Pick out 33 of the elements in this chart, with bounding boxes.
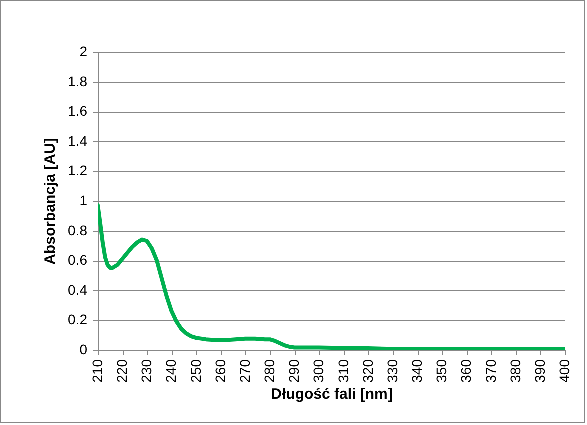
x-tick-label: 210 bbox=[90, 359, 106, 383]
y-tick-label: 0.4 bbox=[68, 282, 88, 298]
x-tick-label: 260 bbox=[212, 359, 228, 383]
x-tick-label: 350 bbox=[434, 359, 450, 383]
x-tick-label: 300 bbox=[310, 359, 327, 383]
y-tick-label: 2 bbox=[80, 44, 88, 60]
x-tick-label: 400 bbox=[556, 359, 572, 383]
y-tick-label: 1.4 bbox=[68, 132, 88, 149]
x-tick-label: 320 bbox=[360, 359, 376, 383]
y-tick-label: 0.6 bbox=[68, 252, 88, 268]
y-tick-label: 1 bbox=[80, 192, 88, 208]
x-tick-label: 360 bbox=[458, 359, 474, 383]
x-tick-label: 280 bbox=[262, 359, 278, 383]
y-axis-title: Absorbancja [AU] bbox=[42, 138, 60, 265]
y-tick-label: 1.2 bbox=[68, 162, 88, 179]
x-tick-label: 380 bbox=[507, 359, 524, 383]
x-tick-label: 220 bbox=[114, 359, 130, 383]
x-tick-label: 330 bbox=[384, 359, 400, 383]
y-tick-label: 1.8 bbox=[68, 73, 88, 90]
x-tick-label: 370 bbox=[482, 359, 499, 383]
x-tick-label: 250 bbox=[188, 359, 204, 383]
x-tick-label: 240 bbox=[163, 359, 180, 383]
x-tick-label: 310 bbox=[335, 359, 352, 383]
x-axis-title: Długość fali [nm] bbox=[271, 386, 393, 403]
x-tick-label: 390 bbox=[532, 359, 548, 383]
x-tick-label: 230 bbox=[138, 359, 155, 383]
y-tick-label: 1.6 bbox=[68, 103, 88, 120]
y-tick-label: 0.2 bbox=[68, 312, 88, 328]
x-tick-label: 290 bbox=[286, 359, 302, 383]
y-tick-label: 0.8 bbox=[68, 222, 88, 238]
x-tick-label: 340 bbox=[409, 359, 426, 383]
y-tick-label: 0 bbox=[80, 342, 88, 358]
x-tick-label: 270 bbox=[236, 359, 253, 383]
